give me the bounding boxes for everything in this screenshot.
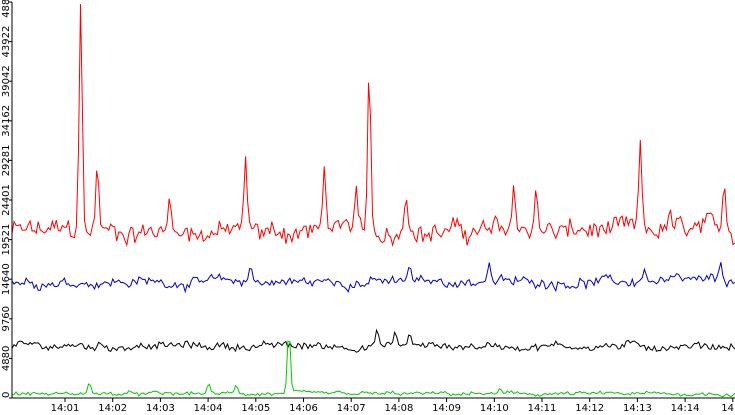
- series-lines: [11, 4, 735, 398]
- x-tick-label: 14:06: [289, 403, 318, 414]
- x-tick-label: 14:03: [146, 403, 175, 414]
- series-line-3: [11, 328, 735, 353]
- y-tick-label: 0: [1, 392, 12, 398]
- x-tick-label: 14:01: [51, 403, 80, 414]
- y-tick-label: 4880: [1, 346, 12, 371]
- x-tick-label: 14:14: [671, 403, 700, 414]
- y-tick-label: 24401: [1, 184, 12, 216]
- y-tick-label: 48803: [1, 0, 12, 18]
- y-tick-label: 29281: [1, 144, 12, 176]
- series-line-4: [11, 340, 735, 398]
- x-tick-label: 14:05: [241, 403, 270, 414]
- x-tick-label: 14: [721, 403, 734, 414]
- y-tick-label: 9760: [1, 306, 12, 331]
- x-tick-label: 14:13: [623, 403, 652, 414]
- y-tick-label: 39042: [1, 65, 12, 97]
- series-line-2: [11, 262, 735, 294]
- x-tick-label: 14:12: [575, 403, 604, 414]
- x-tick-label: 14:11: [528, 403, 557, 414]
- x-tick-label: 14:08: [384, 403, 413, 414]
- x-tick-label: 14:10: [480, 403, 509, 414]
- y-tick-label: 19521: [1, 224, 12, 256]
- x-tick-label: 14:07: [337, 403, 366, 414]
- series-line-1: [11, 4, 735, 248]
- y-tick-label: 43922: [1, 26, 12, 58]
- x-tick-label: 14:04: [194, 403, 223, 414]
- y-tick-label: 14640: [1, 263, 12, 295]
- y-tick-label: 34162: [1, 105, 12, 137]
- x-tick-label: 14:02: [98, 403, 127, 414]
- x-tick-label: 14:09: [432, 403, 461, 414]
